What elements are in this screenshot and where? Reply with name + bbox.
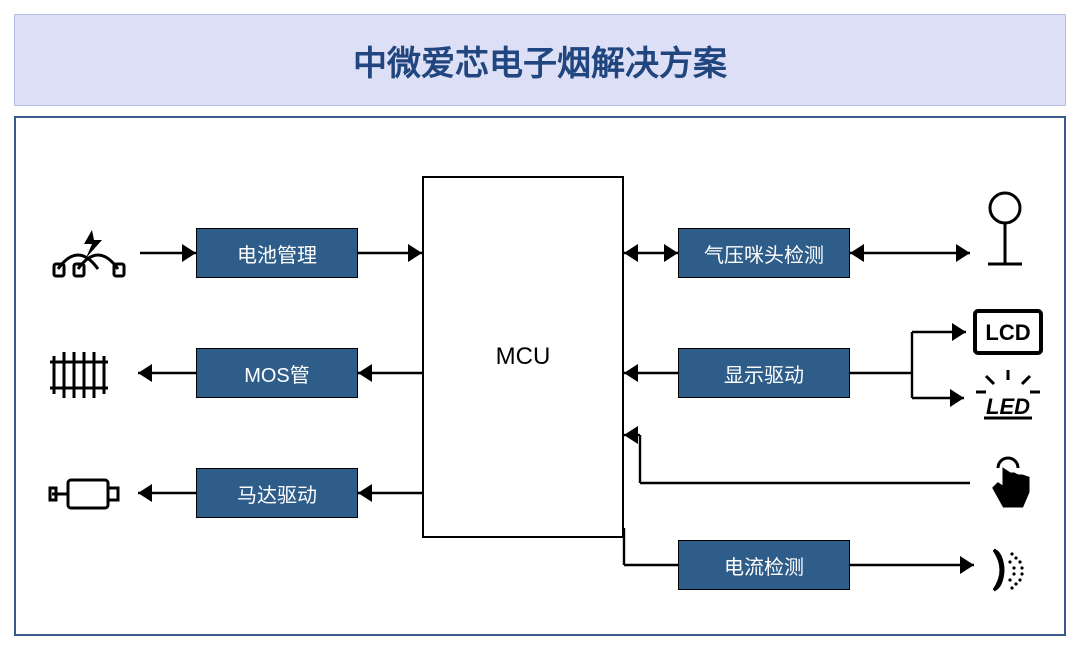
lcd-icon: LCD xyxy=(972,308,1044,356)
node-battery: 电池管理 xyxy=(196,228,358,278)
node-current-label: 电流检测 xyxy=(724,551,804,580)
charge-icon xyxy=(48,224,138,280)
touch-icon xyxy=(980,452,1036,514)
title-bar: 中微爱芯电子烟解决方案 xyxy=(14,14,1066,106)
svg-text:LCD: LCD xyxy=(985,320,1030,345)
title-text: 中微爱芯电子烟解决方案 xyxy=(353,36,727,85)
heater-icon xyxy=(48,342,114,402)
mcu-block: MCU xyxy=(422,176,624,538)
node-display: 显示驱动 xyxy=(678,348,850,398)
svg-text:LED: LED xyxy=(986,394,1030,419)
node-display-label: 显示驱动 xyxy=(724,359,804,388)
node-motor: 马达驱动 xyxy=(196,468,358,518)
spray-icon xyxy=(986,544,1038,596)
led-icon: LED xyxy=(970,368,1046,424)
mic-icon xyxy=(978,190,1032,278)
node-mos: MOS管 xyxy=(196,348,358,398)
node-pressure-label: 气压咪头检测 xyxy=(704,239,824,268)
node-current: 电流检测 xyxy=(678,540,850,590)
node-pressure: 气压咪头检测 xyxy=(678,228,850,278)
motor-icon xyxy=(48,470,120,518)
node-battery-label: 电池管理 xyxy=(237,239,317,268)
node-motor-label: 马达驱动 xyxy=(237,479,317,508)
node-mos-label: MOS管 xyxy=(244,359,310,388)
mcu-label: MCU xyxy=(496,343,551,371)
